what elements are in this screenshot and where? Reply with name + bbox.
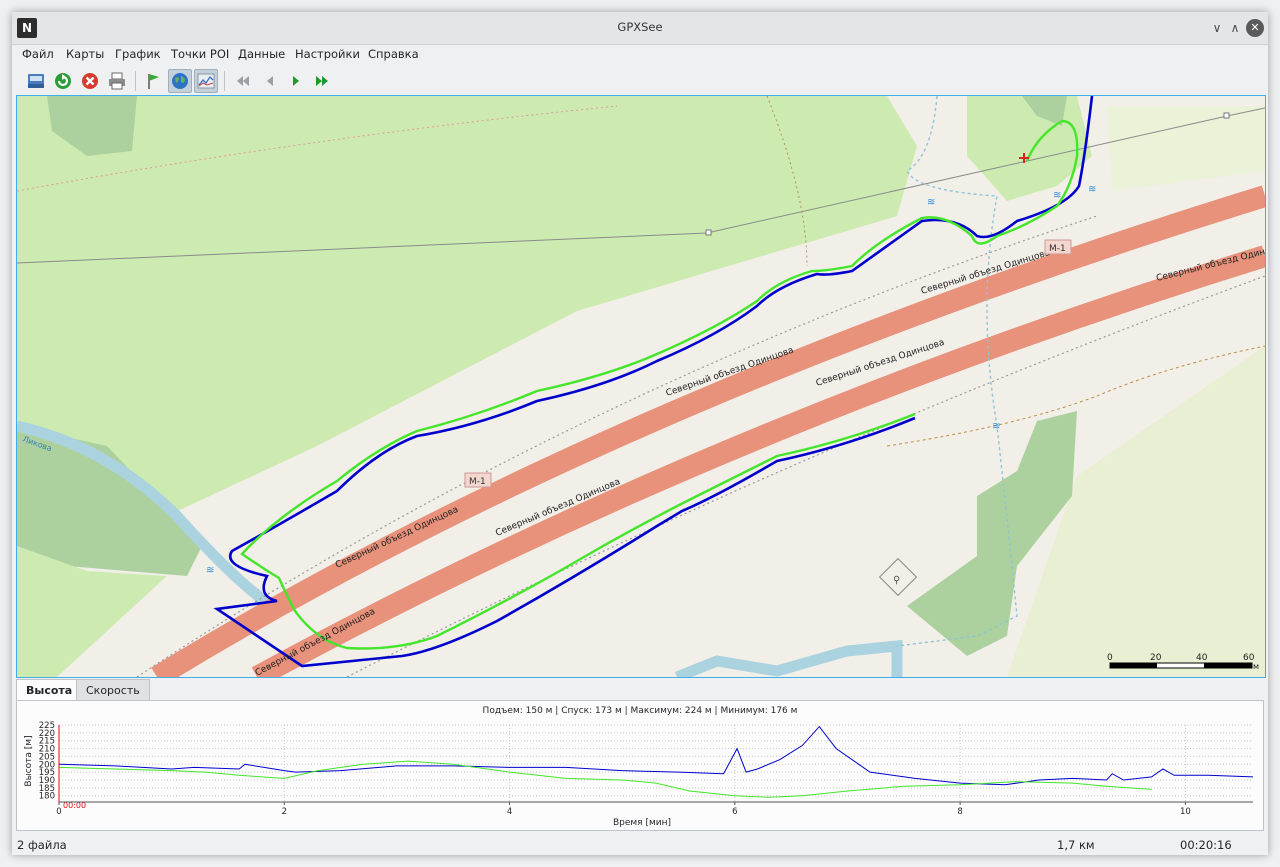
total-time: 00:20:16 — [1180, 838, 1232, 852]
tab-elevation[interactable]: Высота — [16, 679, 83, 702]
svg-text:≋: ≋ — [992, 421, 1000, 432]
y-tick-label: 195 — [39, 768, 55, 778]
weir-icon: ≋ ≋ ≋ ≋ ≋ — [206, 184, 1096, 576]
meadow-area — [1007, 346, 1265, 677]
show-poi-icon[interactable] — [141, 69, 165, 93]
x-tick-label: 4 — [507, 807, 512, 817]
road-badge: M-1 M-1 — [464, 239, 1072, 488]
y-tick-label: 220 — [39, 729, 55, 739]
svg-text:M-1: M-1 — [1049, 244, 1066, 254]
x-tick-label: 10 — [1180, 807, 1191, 817]
railway — [346, 275, 1265, 677]
svg-text:0: 0 — [1107, 653, 1113, 663]
scale-bar: 0 20 40 60 м — [1107, 653, 1259, 671]
svg-text:⚲: ⚲ — [893, 575, 900, 586]
svg-text:≋: ≋ — [1053, 190, 1061, 201]
tower-symbol-icon: ⚲ — [878, 557, 918, 597]
menu-file[interactable]: Файл — [22, 47, 54, 61]
print-icon[interactable] — [105, 69, 129, 93]
svg-text:≋: ≋ — [927, 197, 935, 208]
meadow-area — [17, 96, 917, 546]
next-icon[interactable] — [284, 69, 308, 93]
y-tick-label: 185 — [39, 784, 55, 794]
x-axis-label: Время [мин] — [613, 818, 671, 828]
previous-icon[interactable] — [258, 69, 282, 93]
menu-data[interactable]: Данные — [238, 47, 286, 61]
svg-text:≋: ≋ — [1088, 184, 1096, 195]
svg-text:60: 60 — [1243, 653, 1255, 663]
menu-maps[interactable]: Карты — [66, 47, 105, 61]
first-icon[interactable] — [231, 69, 255, 93]
last-icon[interactable] — [310, 69, 334, 93]
river — [674, 639, 903, 677]
svg-text:20: 20 — [1150, 653, 1162, 663]
open-file-icon[interactable] — [24, 69, 48, 93]
motorway-road — [251, 245, 1265, 677]
forest-area — [47, 96, 137, 156]
show-map-icon[interactable] — [168, 69, 192, 93]
footpath — [886, 345, 1265, 447]
track-blue — [213, 96, 1094, 668]
toolbar-separator — [224, 71, 225, 91]
track-green — [240, 119, 1079, 650]
tab-speed[interactable]: Скорость — [76, 679, 150, 702]
svg-text:40: 40 — [1196, 653, 1208, 663]
menu-help[interactable]: Справка — [368, 47, 419, 61]
graph-summary: Подъем: 150 м | Спуск: 173 м | Максимум:… — [483, 706, 798, 716]
y-tick-label: 190 — [39, 776, 55, 786]
menu-settings[interactable]: Настройки — [295, 47, 360, 61]
total-distance: 1,7 км — [1057, 838, 1095, 852]
minimize-icon[interactable]: ∨ — [1212, 21, 1222, 35]
elevation-graph[interactable]: Подъем: 150 м | Спуск: 173 м | Максимум:… — [16, 700, 1264, 831]
x-tick-label: 2 — [282, 807, 287, 817]
map-view[interactable]: ≋ ≋ ≋ ≋ ≋ ⚲ Северный объезд Одинцова Северны… — [16, 95, 1266, 678]
maximize-icon[interactable]: ∧ — [1230, 21, 1240, 35]
close-file-icon[interactable] — [78, 69, 102, 93]
y-tick-label: 225 — [39, 721, 55, 731]
svg-text:≋: ≋ — [206, 565, 214, 576]
y-axis-label: Высота [м] — [24, 735, 34, 786]
close-window-icon[interactable]: ✕ — [1246, 19, 1264, 37]
svg-text:м: м — [1253, 662, 1259, 671]
power-line — [17, 107, 1265, 264]
y-tick-label: 210 — [39, 745, 55, 755]
forest-area — [1022, 96, 1067, 126]
title-bar[interactable]: N GPXSee ∨ ∧ ✕ — [12, 12, 1268, 45]
y-tick-label: 180 — [39, 792, 55, 802]
x-tick-label: 6 — [732, 807, 737, 817]
power-tower-icon — [1223, 112, 1230, 119]
position-label: 00:00 — [63, 801, 86, 810]
y-tick-label: 200 — [39, 760, 55, 770]
road-label: Северный объезд Одинцова — [334, 505, 460, 571]
y-tick-label: 215 — [39, 737, 55, 747]
footpath — [17, 105, 618, 192]
motorway-road — [151, 185, 1265, 677]
power-tower-icon — [705, 229, 712, 236]
waypoint-marker-icon — [1019, 153, 1029, 163]
toolbar-separator — [135, 71, 136, 91]
toolbar — [12, 66, 1268, 96]
meadow-area — [967, 96, 1092, 201]
river — [17, 420, 273, 617]
meadow-area — [17, 546, 167, 677]
window-title: GPXSee — [617, 20, 663, 34]
menu-graph[interactable]: График — [115, 47, 161, 61]
file-count: 2 файла — [17, 838, 67, 852]
show-graphs-icon[interactable] — [194, 69, 218, 93]
menu-bar: Файл Карты График Точки POI Данные Настр… — [12, 44, 1268, 66]
app-logo-icon: N — [17, 18, 37, 38]
elevation-series-line-1 — [58, 760, 1152, 798]
x-tick-label: 0 — [56, 807, 61, 817]
forest-area — [907, 411, 1077, 656]
elevation-series-line-0 — [58, 725, 1254, 786]
status-bar: 2 файла 1,7 км 00:20:16 — [12, 834, 1268, 854]
forest-area — [17, 426, 202, 576]
svg-text:M-1: M-1 — [469, 477, 486, 487]
menu-poi[interactable]: Точки POI — [171, 47, 230, 61]
x-tick-label: 8 — [957, 807, 962, 817]
app-window: N GPXSee ∨ ∧ ✕ Файл Карты График Точки P… — [12, 12, 1268, 855]
y-tick-label: 205 — [39, 752, 55, 762]
meadow-area — [1107, 106, 1265, 191]
reload-icon[interactable] — [51, 69, 75, 93]
